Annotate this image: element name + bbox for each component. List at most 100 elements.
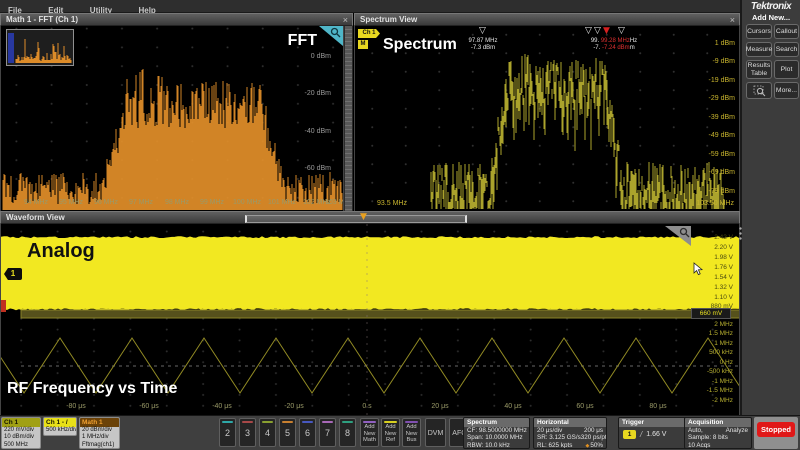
fft-x-label: 94 MHz: [23, 199, 49, 206]
channel-3-button[interactable]: 3: [239, 418, 256, 447]
menu-help[interactable]: Help: [138, 6, 156, 15]
fft-label: FFT: [287, 32, 317, 49]
fft-y-label: -60 dBm: [304, 165, 331, 172]
channel-7-button[interactable]: 7: [319, 418, 336, 447]
fft-x-label: 101 MHz: [267, 199, 296, 206]
results-table-button[interactable]: Results Table: [746, 60, 772, 79]
trigger-position-icon[interactable]: ▼: [360, 212, 367, 222]
channel-8-button[interactable]: 8: [339, 418, 356, 447]
bar-level-label: 660 mV: [691, 308, 731, 319]
dbm-ruler[interactable]: [344, 26, 353, 211]
trigger-source-badge: 1: [623, 430, 636, 439]
spectrum-marker-badge[interactable]: M: [358, 40, 368, 49]
add-new-math-button[interactable]: Add New Math: [360, 418, 379, 447]
spectrum-y-label: -19 dBm: [708, 77, 735, 84]
zoom-select-button[interactable]: [746, 82, 772, 99]
callout-button[interactable]: Callout: [774, 24, 799, 39]
fft-plot-area[interactable]: FFT 0 dBm -20 dBm -40 dBm -60 dBm 94 MHz…: [0, 26, 344, 211]
spectrum-marker-icon[interactable]: ▽: [618, 26, 625, 36]
fft-close-icon[interactable]: ×: [342, 15, 348, 25]
channel-2-button[interactable]: 2: [219, 418, 236, 447]
rbw: RBW: 10.0 kHz: [467, 441, 510, 449]
spectrum-reference-marker-icon[interactable]: ▼: [603, 26, 610, 36]
spectrum-marker-icon[interactable]: ▽: [585, 26, 592, 36]
trigger-settings-panel[interactable]: Trigger 1 / 1.66 V: [618, 417, 689, 449]
fft-x-label: 95 MHz: [58, 199, 84, 206]
spectrum-channel-badge[interactable]: Ch 1: [358, 29, 380, 38]
spectrum-y-label: -29 dBm: [708, 95, 735, 102]
sample-rate: SR: 3.125 GS/s: [537, 434, 581, 442]
cursors-button[interactable]: Cursors: [746, 24, 772, 39]
channel-4-button[interactable]: 4: [259, 418, 276, 447]
ch1-sub-scale: 500 kHz/div: [46, 427, 77, 433]
math1-badge[interactable]: Math 1 20 dBm/div 1 MHz/div Fftmag(ch1): [79, 417, 120, 449]
plot-button[interactable]: Plot: [774, 60, 799, 79]
menu-file[interactable]: File: [8, 6, 22, 15]
menu-utility[interactable]: Utility: [89, 6, 113, 15]
channel-5-button[interactable]: 5: [279, 418, 296, 447]
marker-ampl: -7.3 dBm: [470, 45, 496, 51]
horizontal-settings-panel[interactable]: Horizontal 20 μs/div 200 μs SR: 3.125 GS/…: [533, 417, 607, 449]
zoom-select-icon: [753, 85, 765, 97]
freq-label: 0 Hz: [719, 359, 733, 366]
math1-hscale: 1 MHz/div: [82, 434, 109, 441]
fft-x-label: 98 MHz: [164, 199, 190, 206]
add-new-bus-button[interactable]: Add New Bus: [402, 418, 421, 447]
rf-frequency-label: RF Frequency vs Time: [7, 380, 178, 397]
ch1-bandwidth: 500 MHz: [4, 441, 29, 448]
marker-freq-fragment: 99.: [590, 38, 600, 44]
spectrum-settings-panel[interactable]: Spectrum CF: 98.5000000 MHz Span: 10.000…: [463, 417, 530, 449]
acq-mode: Auto,: [688, 427, 703, 434]
fft-x-label: 102 MHz: [302, 199, 331, 206]
more-button[interactable]: More...: [774, 82, 799, 99]
waveform-traces: [1, 224, 740, 415]
ch1-badge-title: Ch 1: [4, 419, 19, 426]
stopped-button[interactable]: Stopped: [757, 422, 795, 437]
channel-ground-marker: [1, 300, 6, 312]
center-frequency: CF: 98.5000000 MHz: [467, 427, 527, 434]
spectrum-close-icon[interactable]: ×: [729, 15, 735, 25]
freq-label: 500 kHz: [709, 349, 733, 356]
time-per-div: 20 μs/div: [537, 427, 563, 434]
spectrum-panel-titlebar[interactable]: Spectrum View ×: [354, 13, 740, 26]
spectrum-y-label: -9 dBm: [712, 58, 735, 65]
marker-ampl-fragment: m: [629, 45, 635, 51]
freq-label: 1 MHz: [714, 340, 733, 347]
fft-x-label: 99 MHz: [199, 199, 225, 206]
channel-6-button[interactable]: 6: [299, 418, 316, 447]
dvm-button[interactable]: DVM: [425, 418, 446, 447]
freq-label: -2 MHz: [712, 397, 733, 404]
fft-x-label: 100 MHz: [232, 199, 261, 206]
fft-panel-titlebar[interactable]: Math 1 - FFT (Ch 1) ×: [0, 13, 353, 26]
time-label: 40 μs: [504, 403, 522, 410]
spectrum-y-label: 1 dBm: [714, 40, 735, 47]
menu-edit[interactable]: Edit: [48, 6, 64, 15]
spectrum-plot-area[interactable]: Ch 1 M Spectrum ▽ ▽ ▽ ▼ ▽ 97.87 MHz -7.3…: [354, 26, 740, 211]
search-button[interactable]: Search: [774, 42, 799, 57]
channel-1-badge[interactable]: 1: [4, 268, 22, 280]
spectrum-marker-icon[interactable]: ▽: [594, 26, 601, 36]
marker-freq: 99. 99.28 MHzHz: [571, 38, 657, 45]
rising-edge-icon: /: [640, 430, 643, 439]
splitter-handle[interactable]: [739, 226, 742, 240]
acquisition-settings-panel[interactable]: Acquisition Auto, Analyze Sample: 8 bits …: [684, 417, 752, 449]
ch1-sub-badge[interactable]: Ch 1 - / 500 kHz/div: [43, 417, 77, 436]
fft-thumbnail[interactable]: [6, 29, 74, 66]
waveform-plot-area[interactable]: Analog 1 T 2.42 V 2.20 V 1.98 V 1.76 V 1…: [0, 224, 740, 415]
add-new-heading: Add New...: [751, 13, 791, 22]
waveform-overview-slider[interactable]: [245, 215, 467, 223]
spectrum-y-label: -69 dBm: [708, 169, 735, 176]
analog-label: Analog: [27, 240, 95, 262]
spectrum-settings-title: Spectrum: [467, 419, 497, 426]
ch1-badge[interactable]: Ch 1 220 mV/div 10 dBm/div 500 MHz: [1, 417, 41, 449]
rf-overview-bar[interactable]: [20, 309, 740, 319]
add-new-ref-button[interactable]: Add New Ref: [381, 418, 400, 447]
time-label: -40 μs: [212, 403, 232, 410]
freq-label: -1 MHz: [712, 378, 733, 385]
measure-button[interactable]: Measure: [746, 42, 772, 57]
spectrum-marker-icon[interactable]: ▽: [479, 26, 486, 36]
waveform-zoom-flag-icon[interactable]: [665, 226, 691, 246]
volt-label: 880 mV: [710, 303, 733, 310]
spectrum-y-label: -59 dBm: [708, 151, 735, 158]
